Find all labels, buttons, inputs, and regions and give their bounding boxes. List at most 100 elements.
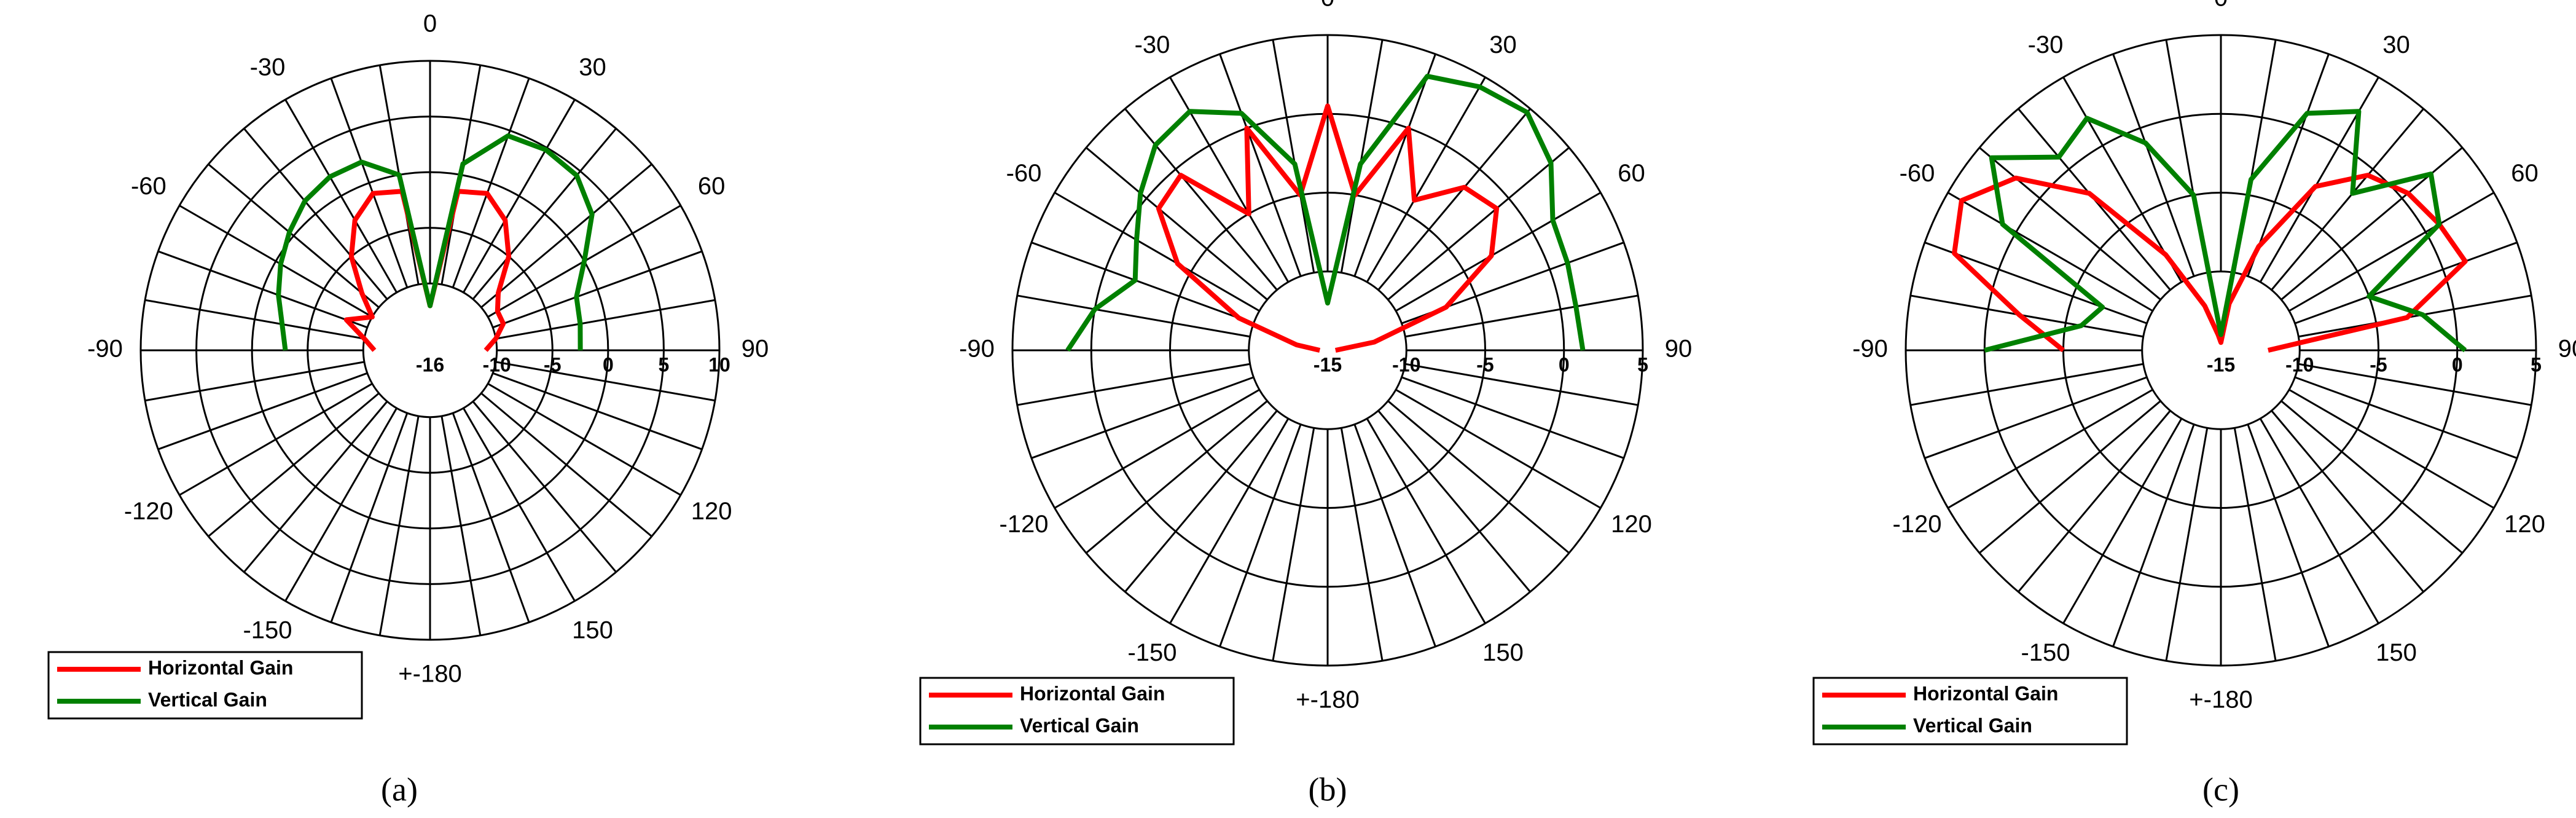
- theta-tick-label: 0: [2214, 0, 2228, 12]
- spoke: [1219, 424, 1302, 647]
- theta-tick-label: -60: [1900, 160, 1935, 187]
- r-tick-label: -10: [1392, 353, 1420, 376]
- spoke: [1405, 294, 1638, 338]
- spoke: [2062, 418, 2183, 624]
- spoke: [1910, 363, 2143, 406]
- spoke: [2298, 363, 2532, 406]
- legend-box: [1812, 677, 2128, 745]
- r-tick-label: 10: [708, 353, 730, 376]
- spoke: [2288, 388, 2495, 509]
- spoke: [378, 415, 420, 636]
- r-tick-label: -15: [2207, 353, 2235, 376]
- spoke: [1353, 424, 1436, 647]
- spoke: [440, 415, 482, 636]
- theta-tick-label: 150: [572, 617, 613, 644]
- gain-curve: [1952, 173, 2468, 353]
- spoke: [495, 361, 716, 402]
- spoke: [1017, 363, 1250, 406]
- spoke: [2295, 376, 2518, 459]
- spoke: [1272, 39, 1315, 273]
- spoke: [1405, 363, 1638, 406]
- r-tick-label: 0: [603, 353, 614, 376]
- spoke: [1054, 388, 1260, 509]
- spoke: [2259, 418, 2379, 624]
- r-tick-label: -15: [1313, 353, 1342, 376]
- spoke: [487, 383, 681, 496]
- theta-tick-label: -120: [1892, 511, 1941, 538]
- theta-tick-label: -30: [250, 53, 286, 81]
- spoke: [208, 163, 380, 309]
- legend-box: [47, 651, 363, 720]
- spoke: [1353, 53, 1436, 277]
- r-tick-label: -16: [416, 353, 444, 376]
- theta-tick-label: 30: [2382, 31, 2410, 58]
- spoke: [2018, 410, 2171, 592]
- gain-curve: [1065, 74, 1586, 352]
- legend-label: Horizontal Gain: [1020, 682, 1165, 704]
- polar-chart: 0 30 60 90 120 150 +-180 -150 -120 -90 -60 -30 -15 -1…: [919, 0, 1692, 808]
- gain-curve: [276, 133, 595, 351]
- theta-tick-label: -90: [87, 336, 123, 363]
- spoke: [2247, 424, 2330, 647]
- spoke: [1169, 418, 1290, 624]
- spoke: [1387, 147, 1570, 301]
- spoke: [284, 99, 397, 293]
- theta-tick-label: -120: [999, 511, 1048, 538]
- spoke: [452, 77, 530, 288]
- spoke: [1340, 428, 1384, 661]
- spoke: [1979, 400, 2161, 554]
- panel-label: (a): [381, 771, 418, 808]
- theta-tick-label: -30: [1135, 31, 1170, 58]
- r-tick-label: -10: [483, 353, 511, 376]
- spoke: [2288, 192, 2495, 312]
- spoke: [1366, 418, 1486, 624]
- spoke: [157, 250, 368, 329]
- spoke: [179, 383, 373, 496]
- spoke: [472, 128, 617, 300]
- spoke: [1031, 242, 1254, 324]
- r-tick-label: 5: [659, 353, 670, 376]
- spoke: [2112, 424, 2195, 647]
- theta-tick-label: 0: [1321, 0, 1334, 12]
- spoke: [492, 372, 703, 450]
- spoke: [492, 250, 703, 329]
- spoke: [1401, 376, 1624, 459]
- theta-tick-label: 60: [2511, 160, 2539, 187]
- legend-label: Horizontal Gain: [1913, 682, 2058, 704]
- spoke: [157, 372, 368, 450]
- r-tick-label: 0: [1559, 353, 1570, 376]
- spoke: [1947, 192, 2153, 312]
- theta-tick-label: 60: [698, 173, 726, 200]
- gain-curve: [343, 189, 512, 352]
- theta-tick-label: 150: [1482, 639, 1524, 666]
- spoke: [2271, 108, 2424, 291]
- spoke: [1910, 294, 2143, 338]
- gain-curve: [1156, 103, 1500, 353]
- spoke: [1366, 76, 1486, 283]
- spoke: [1086, 147, 1268, 301]
- theta-tick-label: -60: [1006, 160, 1042, 187]
- panel-label: (c): [2202, 771, 2239, 808]
- r-tick-label: 0: [2452, 353, 2463, 376]
- spoke: [1947, 388, 2153, 509]
- spoke: [1395, 192, 1602, 312]
- spoke: [1124, 108, 1278, 291]
- spoke: [144, 361, 365, 402]
- spoke: [1086, 400, 1268, 554]
- theta-tick-label: -150: [1127, 639, 1176, 666]
- spoke: [463, 407, 576, 602]
- spoke: [330, 412, 409, 623]
- theta-tick-label: -150: [243, 617, 292, 644]
- theta-tick-label: +-180: [1296, 686, 1359, 714]
- theta-tick-label: 30: [579, 53, 606, 81]
- spoke: [1031, 376, 1254, 459]
- gain-curve: [1984, 109, 2467, 353]
- spoke: [1924, 376, 2147, 459]
- spoke: [1377, 108, 1531, 291]
- theta-tick-label: -120: [124, 498, 173, 525]
- theta-tick-label: +-180: [398, 661, 461, 688]
- spoke: [452, 412, 530, 623]
- spoke: [2062, 76, 2183, 283]
- spoke: [284, 407, 397, 602]
